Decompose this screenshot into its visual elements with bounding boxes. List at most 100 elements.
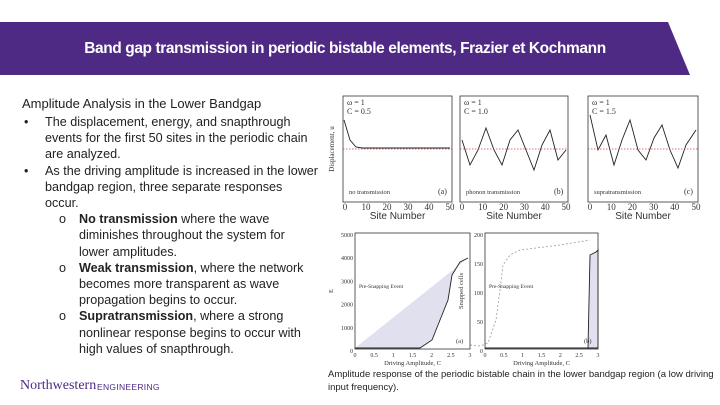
x-tick-label: 0 [343, 202, 348, 212]
x-tick-label: 1 [392, 353, 395, 359]
y-tick-label: 5000 [341, 233, 353, 239]
x-tick-label: 20 [499, 202, 509, 212]
y-axis-label: Displacement, u [328, 126, 336, 172]
y-tick-label: 4000 [341, 256, 353, 262]
sub-marker: o [59, 309, 67, 324]
y-tick-label: 0 [350, 349, 353, 355]
x-tick-label: 0.5 [500, 353, 508, 359]
x-tick-label: 0 [484, 353, 487, 359]
x-tick-label: 40 [541, 202, 551, 212]
curve [469, 239, 591, 347]
curve [355, 257, 469, 349]
panel-label: phonon transmission [466, 189, 521, 196]
x-tick-label: 0.5 [370, 353, 378, 359]
panel-omega: ω = 1 [592, 98, 610, 107]
x-tick-label: 40 [670, 202, 680, 212]
x-tick-label: 0 [588, 202, 593, 212]
bullet: • As the driving amplitude is increased … [22, 163, 318, 357]
x-tick-label: 50 [562, 202, 572, 212]
panel-tag: (a) [456, 338, 463, 345]
panel-label: supratransmission [594, 189, 642, 196]
panel-tag: (a) [438, 187, 447, 196]
x-tick-label: 50 [446, 202, 456, 212]
x-tick-label: 0 [460, 202, 465, 212]
sub-text: where the wave diminishes throughout the… [79, 212, 285, 259]
curve [343, 119, 450, 149]
x-tick-label: 40 [425, 202, 435, 212]
x-tick-label: 3 [597, 353, 600, 359]
x-tick-label: 1 [521, 353, 524, 359]
x-axis-label: Site Number [615, 211, 671, 222]
y-tick-label: 2000 [341, 303, 353, 309]
y-tick-label: 0 [480, 349, 483, 355]
x-axis-label: Site Number [370, 211, 426, 222]
y-tick-label: 100 [474, 291, 483, 297]
x-tick-label: 10 [607, 202, 617, 212]
panel-frame [484, 232, 599, 350]
sub-bullet: o No transmission where the wave diminis… [45, 211, 306, 260]
panel-omega: ω = 1 [464, 98, 482, 107]
x-tick-label: 2 [559, 353, 562, 359]
header-band [0, 22, 690, 75]
y-tick-label: 50 [477, 320, 483, 326]
bullet-text: As the driving amplitude is increased in… [45, 163, 319, 211]
bullet: • The displacement, energy, and snapthro… [22, 114, 318, 163]
panel-amp: C = 0.5 [347, 107, 371, 116]
term: Weak transmission [79, 260, 194, 275]
sub-marker: o [59, 212, 67, 227]
bullet-text: The displacement, energy, and snapthroug… [45, 115, 308, 162]
footer-unit: ENGINEERING [97, 382, 160, 392]
term: Supratransmission [79, 309, 194, 324]
x-tick-label: 30 [404, 202, 414, 212]
bullet-marker: • [24, 163, 29, 178]
panel-note: Pre-Snapping Event [359, 284, 404, 290]
x-axis-label: Driving Amplitude, C [513, 360, 570, 367]
term: No transmission [79, 212, 178, 227]
panel-tag: (b) [584, 338, 592, 345]
sub-marker: o [59, 260, 67, 275]
panel-omega: ω = 1 [347, 98, 365, 107]
bullet-list: • The displacement, energy, and snapthro… [22, 114, 322, 357]
sub-bullet: o Weak transmission, where the network b… [45, 260, 306, 309]
sub-text: , where the network becomes more transpa… [79, 260, 304, 308]
panel-label: no transmission [349, 189, 391, 196]
panel-note: Pre-Snapping Event [489, 284, 534, 290]
curve [589, 114, 697, 170]
x-tick-label: 0 [354, 353, 357, 359]
y-axis-label: Snapped cells [458, 273, 465, 309]
x-axis-label: Site Number [486, 211, 542, 222]
x-tick-label: 2.5 [575, 353, 583, 359]
sub-bullet: o Supratransmission, where a strong nonl… [45, 308, 306, 357]
curve [485, 248, 599, 349]
x-tick-label: 2 [430, 353, 433, 359]
x-tick-label: 50 [692, 202, 702, 212]
x-axis-label: Driving Amplitude, C [384, 360, 441, 367]
x-tick-label: 30 [520, 202, 530, 212]
x-tick-label: 10 [362, 202, 372, 212]
section-heading: Amplitude Analysis in the Lower Bandgap [22, 96, 262, 111]
panel-amp: C = 1.0 [464, 107, 488, 116]
x-tick-label: 3 [469, 353, 472, 359]
x-tick-label: 2.5 [447, 353, 455, 359]
y-tick-label: 3000 [341, 279, 353, 285]
panel-amp: C = 1.5 [592, 107, 616, 116]
curve [461, 126, 567, 172]
y-axis-label: E [328, 289, 335, 293]
panel-frame [354, 232, 471, 350]
slide-title: Band gap transmission in periodic bistab… [84, 40, 606, 57]
x-tick-label: 1.5 [538, 353, 546, 359]
bullet-marker: • [24, 115, 29, 129]
sub-text: , where a strong nonlinear response begi… [79, 309, 301, 356]
x-tick-label: 20 [628, 202, 638, 212]
x-tick-label: 10 [478, 202, 488, 212]
panel-tag: (c) [684, 187, 693, 196]
y-tick-label: 1000 [341, 326, 353, 332]
x-tick-label: 1.5 [409, 353, 417, 359]
y-tick-label: 150 [474, 262, 483, 268]
x-tick-label: 30 [649, 202, 659, 212]
panel-tag: (b) [554, 187, 564, 196]
figure-caption: Amplitude response of the periodic bista… [328, 369, 714, 393]
